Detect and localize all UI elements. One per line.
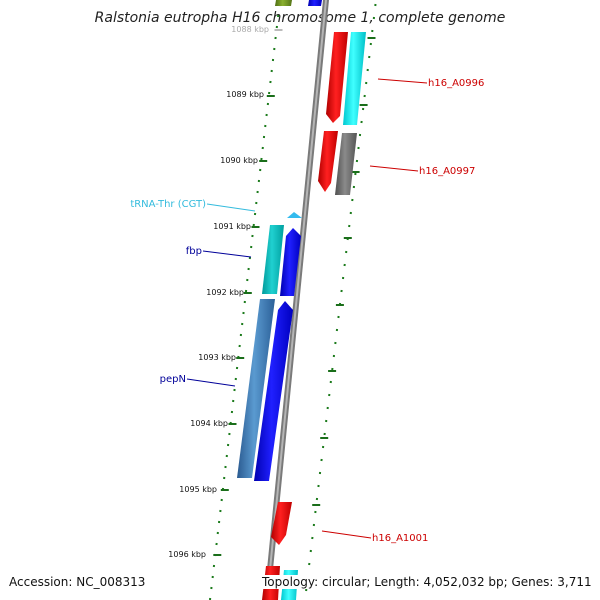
label-fbp[interactable]: fbp	[186, 246, 202, 257]
gene-pepn[interactable]	[254, 301, 293, 481]
kbp-ticks: 1088 kbp 1089 kbp 1090 kbp 1091 kbp 1092…	[168, 25, 283, 559]
tick-label-1093: 1093 kbp	[198, 353, 236, 362]
gene-fbp[interactable]	[280, 228, 301, 296]
gene-h16-a1001[interactable]	[271, 502, 292, 545]
label-pepn[interactable]: pepN	[160, 374, 186, 385]
gene-trna-thr[interactable]	[287, 212, 302, 218]
tick-label-1095: 1095 kbp	[179, 485, 217, 494]
genome-summary-text: Topology: circular; Length: 4,052,032 bp…	[262, 575, 592, 589]
tick-label-1094: 1094 kbp	[190, 419, 228, 428]
tick-label-1096: 1096 kbp	[168, 550, 206, 559]
gene-h16-a0997[interactable]	[318, 131, 338, 192]
chromosome-backbone	[264, 0, 329, 600]
gene-top-blue[interactable]	[308, 0, 322, 6]
left-dotted-track	[209, 3, 281, 600]
gene-labels: h16_A0996 h16_A0997 tRNA-Thr (CGT) fbp p…	[130, 78, 484, 544]
gene-fbp-teal[interactable]	[262, 225, 284, 294]
gene-pepn-steel[interactable]	[237, 299, 275, 478]
map-title: Ralstonia eutropha H16 chromosome 1, com…	[94, 10, 506, 26]
label-trna-thr[interactable]: tRNA-Thr (CGT)	[130, 199, 206, 210]
tick-label-1089: 1089 kbp	[226, 90, 264, 99]
gene-gray-a0997-pair[interactable]	[335, 133, 357, 195]
right-dotted-track	[305, 3, 377, 592]
gene-cyan-a0996-pair[interactable]	[343, 32, 366, 125]
leader-lines	[186, 78, 428, 539]
label-h16-a0996[interactable]: h16_A0996	[428, 78, 484, 89]
accession-text: Accession: NC_008313	[9, 575, 146, 589]
gene-top-olive[interactable]	[275, 0, 292, 6]
gene-h16-a0996[interactable]	[326, 32, 348, 123]
tick-label-1092: 1092 kbp	[206, 288, 244, 297]
tick-label-1090: 1090 kbp	[220, 156, 258, 165]
label-h16-a0997[interactable]: h16_A0997	[419, 166, 475, 177]
label-h16-a1001[interactable]: h16_A1001	[372, 533, 428, 544]
tick-label-1088: 1088 kbp	[231, 25, 269, 34]
tick-label-1091: 1091 kbp	[213, 222, 251, 231]
